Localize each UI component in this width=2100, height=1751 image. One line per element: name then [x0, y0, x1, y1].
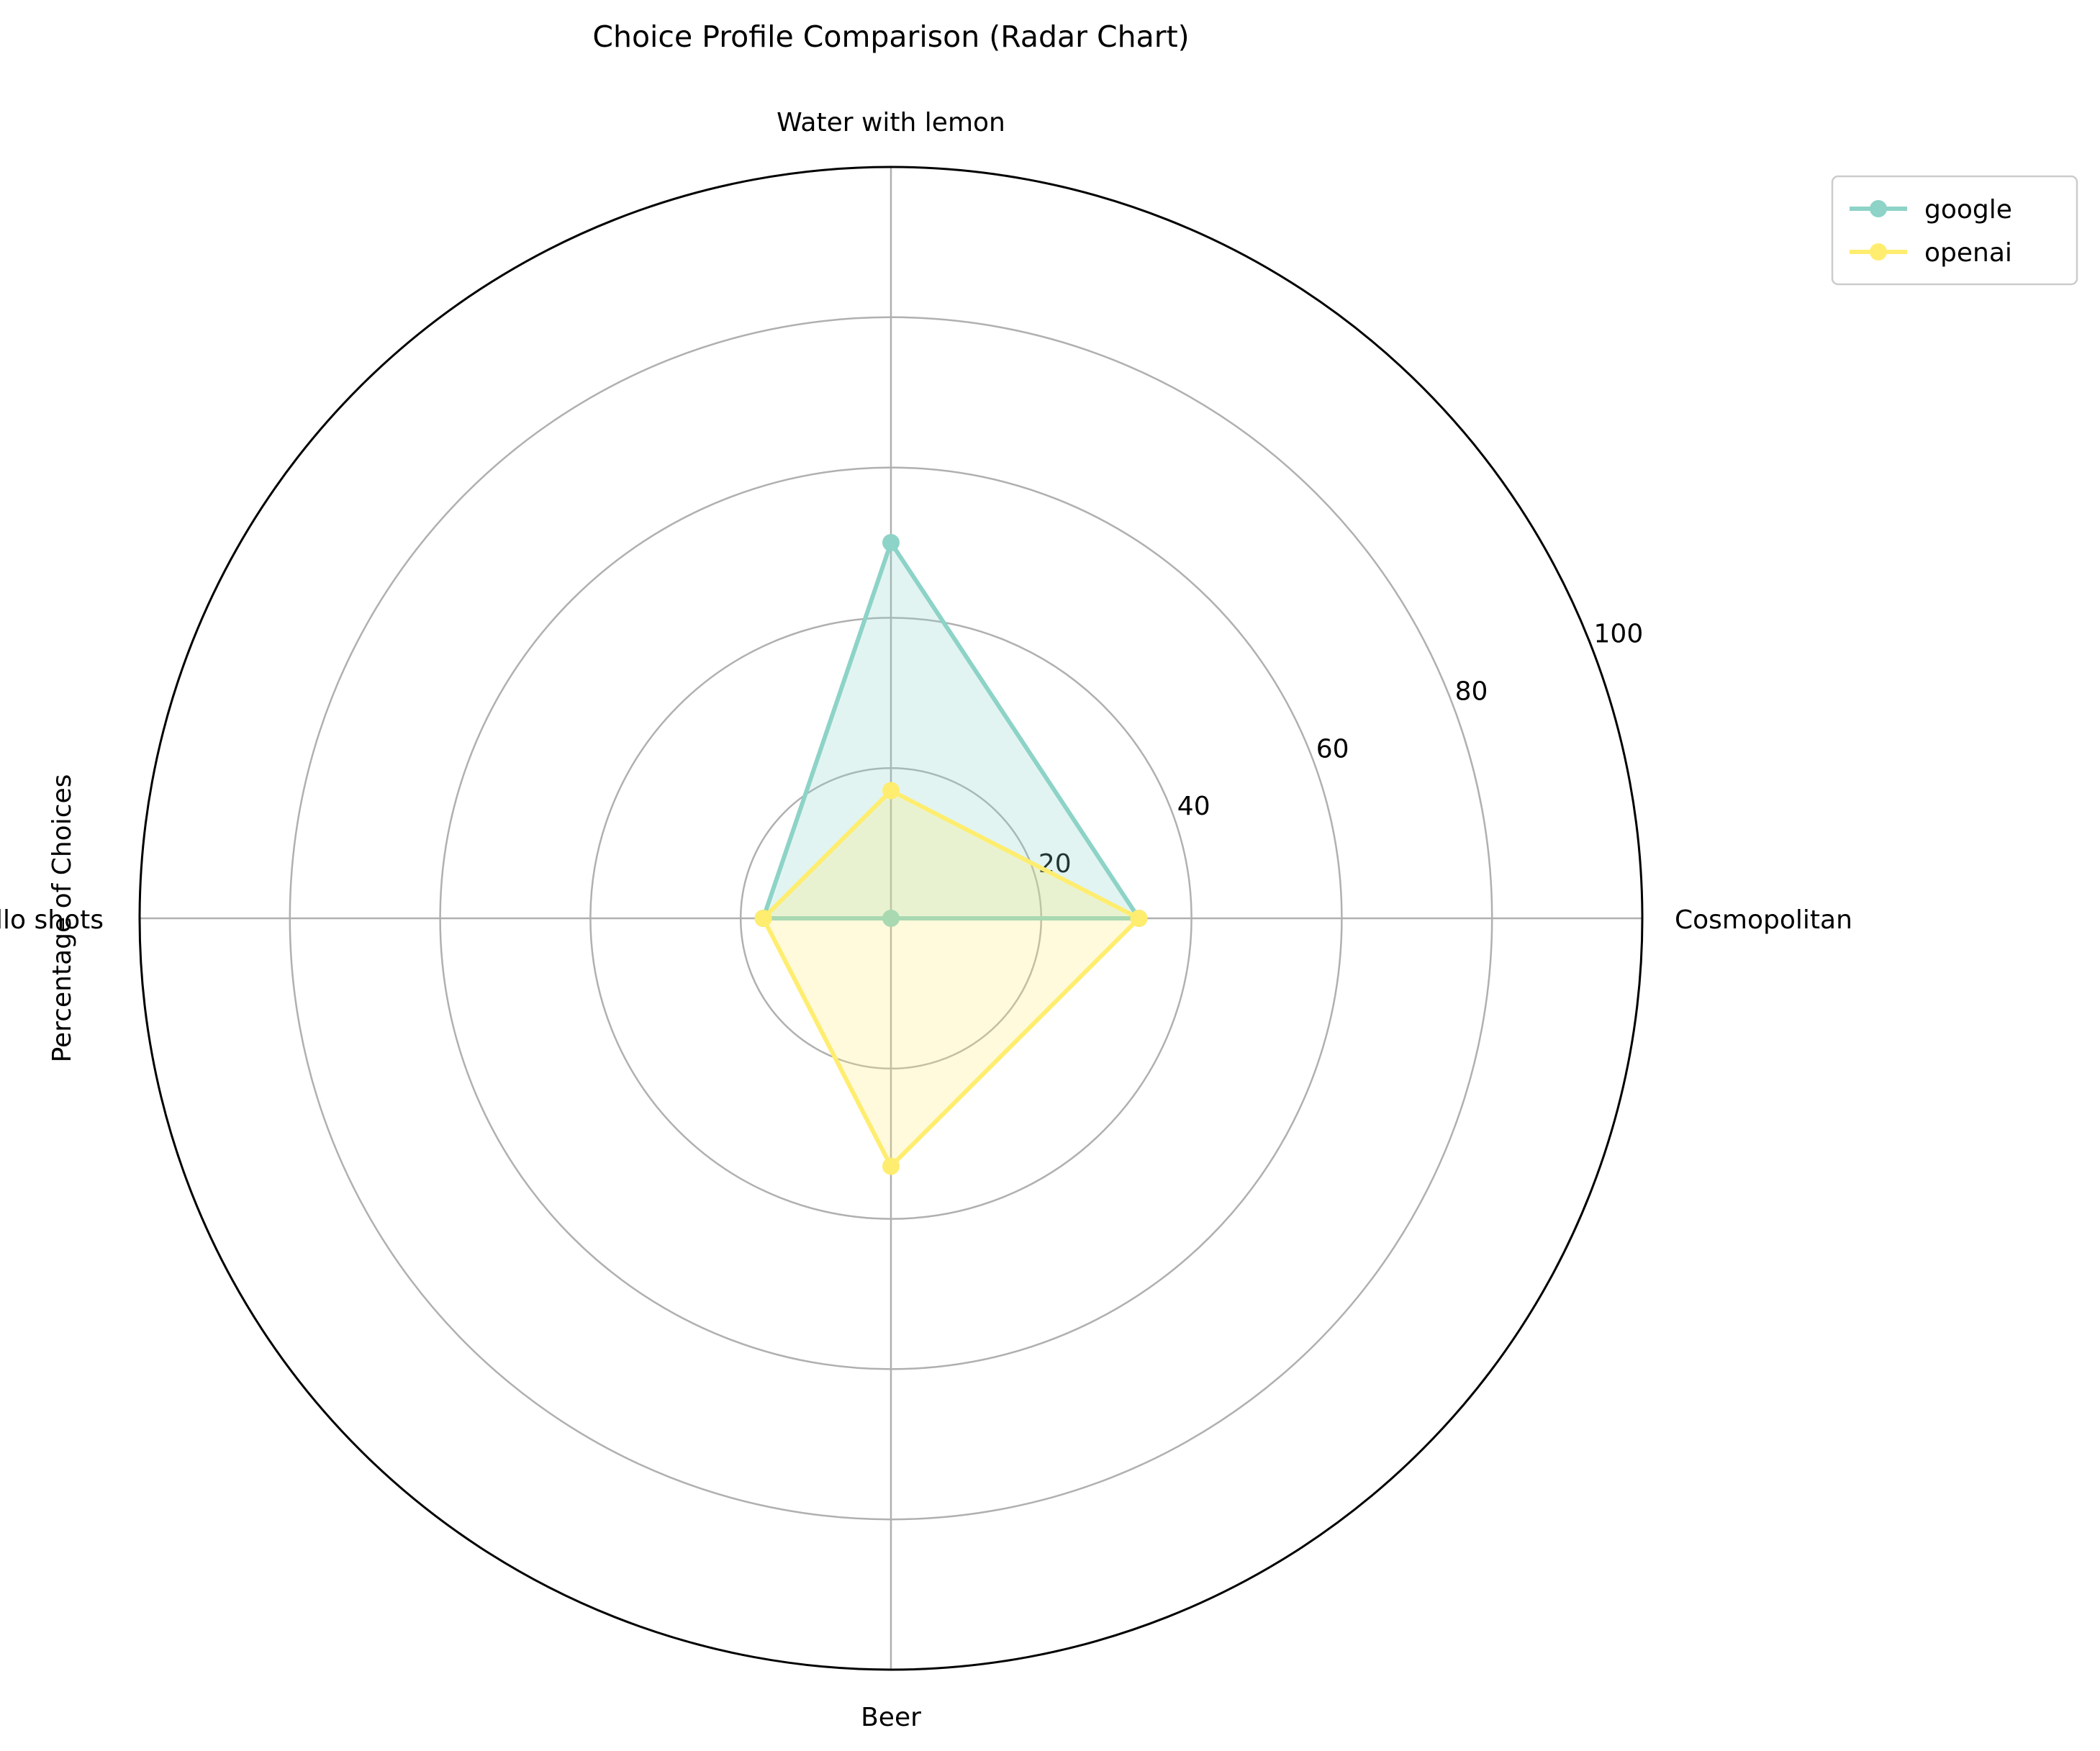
data-point	[882, 782, 900, 800]
series-openai	[754, 782, 1148, 1175]
category-label: Water with lemon	[777, 108, 1005, 137]
legend-swatch-marker	[1870, 243, 1887, 261]
rtick-label: 100	[1594, 619, 1644, 648]
outer-boundary	[138, 166, 1644, 1671]
polar-grid	[138, 166, 1644, 1671]
data-point	[754, 910, 772, 927]
category-label: Jello shots	[0, 905, 104, 935]
y-axis-label: Percentage of Choices	[47, 774, 77, 1063]
category-label: Cosmopolitan	[1675, 905, 1852, 935]
legend-entry-openai: openai	[1850, 238, 2012, 268]
chart-title: Choice Profile Comparison (Radar Chart)	[592, 19, 1189, 54]
data-series	[754, 534, 1148, 1175]
data-point	[882, 534, 900, 551]
legend-frame	[1831, 175, 2078, 286]
legend-label: google	[1924, 195, 2012, 225]
data-point	[1130, 910, 1148, 927]
rtick-label: 60	[1316, 734, 1349, 764]
category-labels: Cosmopolitan Water with lemon Jello shots B…	[0, 108, 1852, 1732]
rtick-label: 80	[1455, 677, 1488, 706]
data-point	[882, 910, 900, 927]
legend: google openai	[1831, 175, 2078, 286]
legend-entry-google: google	[1850, 195, 2012, 225]
legend-swatch-marker	[1870, 200, 1887, 217]
rtick-label: 40	[1177, 792, 1210, 821]
data-point	[882, 1157, 900, 1175]
legend-label: openai	[1924, 238, 2012, 268]
series-area	[763, 790, 1139, 1167]
category-label: Beer	[861, 1703, 921, 1732]
